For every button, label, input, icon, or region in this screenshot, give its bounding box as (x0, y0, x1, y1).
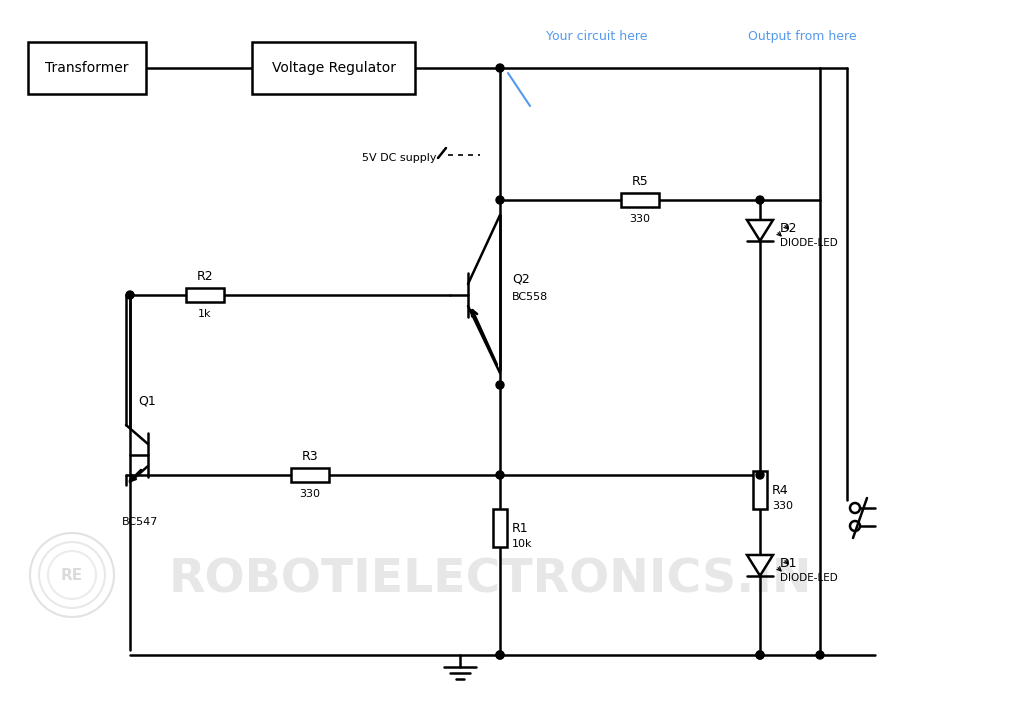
Text: R4: R4 (772, 484, 788, 497)
Text: R3: R3 (302, 450, 318, 463)
Text: D1: D1 (780, 557, 798, 570)
Text: 330: 330 (299, 489, 321, 499)
Bar (291, 468, 329, 482)
Text: RE: RE (61, 568, 83, 583)
Circle shape (496, 64, 504, 72)
Bar (621, 193, 659, 207)
Circle shape (496, 651, 504, 659)
Text: Your circuit here: Your circuit here (546, 30, 647, 43)
Circle shape (496, 651, 504, 659)
Text: DIODE-LED: DIODE-LED (780, 573, 838, 583)
Circle shape (756, 651, 764, 659)
Text: 330: 330 (630, 214, 650, 224)
Circle shape (496, 471, 504, 479)
Circle shape (756, 471, 764, 479)
Circle shape (496, 196, 504, 204)
Text: DIODE-LED: DIODE-LED (780, 238, 838, 248)
Text: 10k: 10k (512, 539, 532, 549)
Circle shape (756, 651, 764, 659)
Circle shape (816, 651, 824, 659)
Text: 5V DC supply: 5V DC supply (361, 153, 436, 163)
Text: ROBOTIELECTRONICS.IN: ROBOTIELECTRONICS.IN (168, 557, 812, 602)
Circle shape (126, 291, 134, 299)
Circle shape (756, 196, 764, 204)
Text: Q2: Q2 (512, 273, 529, 286)
Text: 330: 330 (772, 501, 793, 511)
Circle shape (496, 381, 504, 389)
Text: D2: D2 (780, 222, 798, 235)
Text: BC547: BC547 (122, 517, 159, 527)
Bar (28, 42, 146, 94)
Polygon shape (746, 220, 773, 241)
Text: Output from here: Output from here (748, 30, 857, 43)
Text: Voltage Regulator: Voltage Regulator (271, 61, 395, 75)
Bar (753, 471, 767, 509)
Text: R1: R1 (512, 521, 528, 534)
Bar (252, 42, 415, 94)
Bar (186, 288, 224, 302)
Text: R2: R2 (197, 270, 213, 283)
Text: BC558: BC558 (512, 292, 548, 302)
Text: Transformer: Transformer (45, 61, 129, 75)
Text: Q1: Q1 (138, 395, 156, 408)
Text: 1k: 1k (199, 309, 212, 319)
Text: R5: R5 (632, 175, 648, 188)
Polygon shape (746, 555, 773, 576)
Bar (493, 509, 507, 547)
